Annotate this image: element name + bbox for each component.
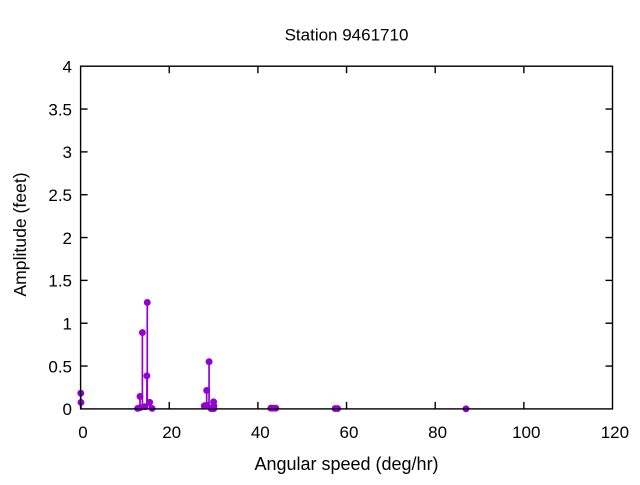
svg-text:80: 80 (428, 423, 447, 442)
svg-text:0: 0 (63, 400, 72, 419)
svg-text:Amplitude (feet): Amplitude (feet) (10, 172, 30, 296)
svg-text:60: 60 (339, 423, 358, 442)
svg-text:2.5: 2.5 (48, 186, 72, 205)
svg-text:1: 1 (63, 315, 72, 334)
svg-text:0: 0 (78, 423, 87, 442)
svg-text:100: 100 (512, 423, 540, 442)
svg-text:2: 2 (63, 229, 72, 248)
svg-text:120: 120 (601, 423, 629, 442)
svg-text:40: 40 (251, 423, 270, 442)
svg-text:20: 20 (162, 423, 181, 442)
svg-text:3.5: 3.5 (48, 100, 72, 119)
svg-text:3: 3 (63, 143, 72, 162)
svg-text:1.5: 1.5 (48, 272, 72, 291)
svg-text:4: 4 (63, 58, 72, 77)
svg-text:Angular speed (deg/hr): Angular speed (deg/hr) (254, 454, 438, 474)
svg-text:Station 9461710: Station 9461710 (285, 26, 409, 45)
svg-text:0.5: 0.5 (48, 357, 72, 376)
